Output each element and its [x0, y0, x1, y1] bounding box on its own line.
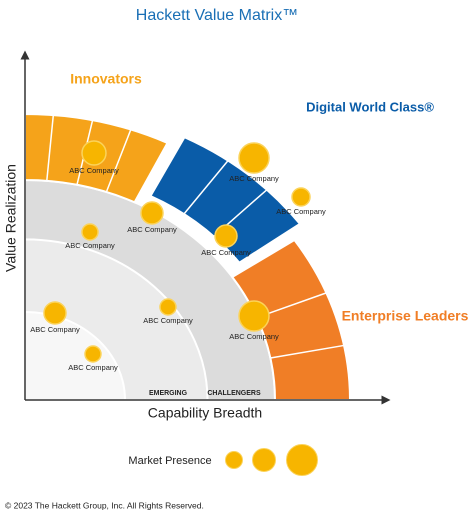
segment-divider — [105, 129, 132, 193]
segment-label: Innovators — [70, 71, 142, 87]
company-bubble — [238, 142, 270, 174]
segment-label: Enterprise Leaders — [342, 308, 469, 324]
matrix-shapes — [24, 112, 352, 401]
segment-divider — [270, 344, 345, 359]
segment-divider — [183, 160, 229, 215]
legend-bubble — [286, 444, 318, 476]
company-bubble — [81, 223, 99, 241]
legend-label: Market Presence — [128, 455, 211, 467]
company-bubble — [291, 187, 311, 207]
legend-bubble — [252, 448, 276, 472]
y-axis-label: Value Realization — [3, 164, 19, 272]
company-label: ABC Company — [229, 332, 279, 341]
company-label: ABC Company — [30, 325, 80, 334]
company-label: ABC Company — [69, 166, 119, 175]
company-bubble — [214, 224, 238, 248]
company-bubble — [43, 301, 67, 325]
company-bubble — [81, 140, 107, 166]
company-label: ABC Company — [276, 207, 326, 216]
company-label: ABC Company — [143, 316, 193, 325]
x-axis-label: Capability Breadth — [148, 405, 262, 421]
zone-label: EMERGING — [149, 390, 188, 397]
footer: © 2023 The Hackett Group, Inc. All Right… — [5, 500, 204, 510]
company-bubble — [84, 345, 102, 363]
title: Hackett Value Matrix™ — [136, 7, 298, 24]
zone-label: CHALLENGERS — [207, 390, 261, 397]
company-label: ABC Company — [68, 363, 118, 372]
company-label: ABC Company — [127, 225, 177, 234]
companies: ABC Company ABC Company ABC Company ABC Com… — [30, 140, 326, 372]
segment-divider — [46, 115, 55, 181]
company-bubble — [159, 298, 177, 316]
company-label: ABC Company — [201, 248, 251, 257]
segment-label: Digital World Class® — [306, 99, 434, 114]
core-zone — [24, 310, 127, 401]
company-label: ABC Company — [65, 241, 115, 250]
company-label: ABC Company — [229, 174, 279, 183]
company-bubble — [140, 201, 164, 225]
legend-bubble — [225, 451, 243, 469]
company-bubble — [238, 300, 270, 332]
